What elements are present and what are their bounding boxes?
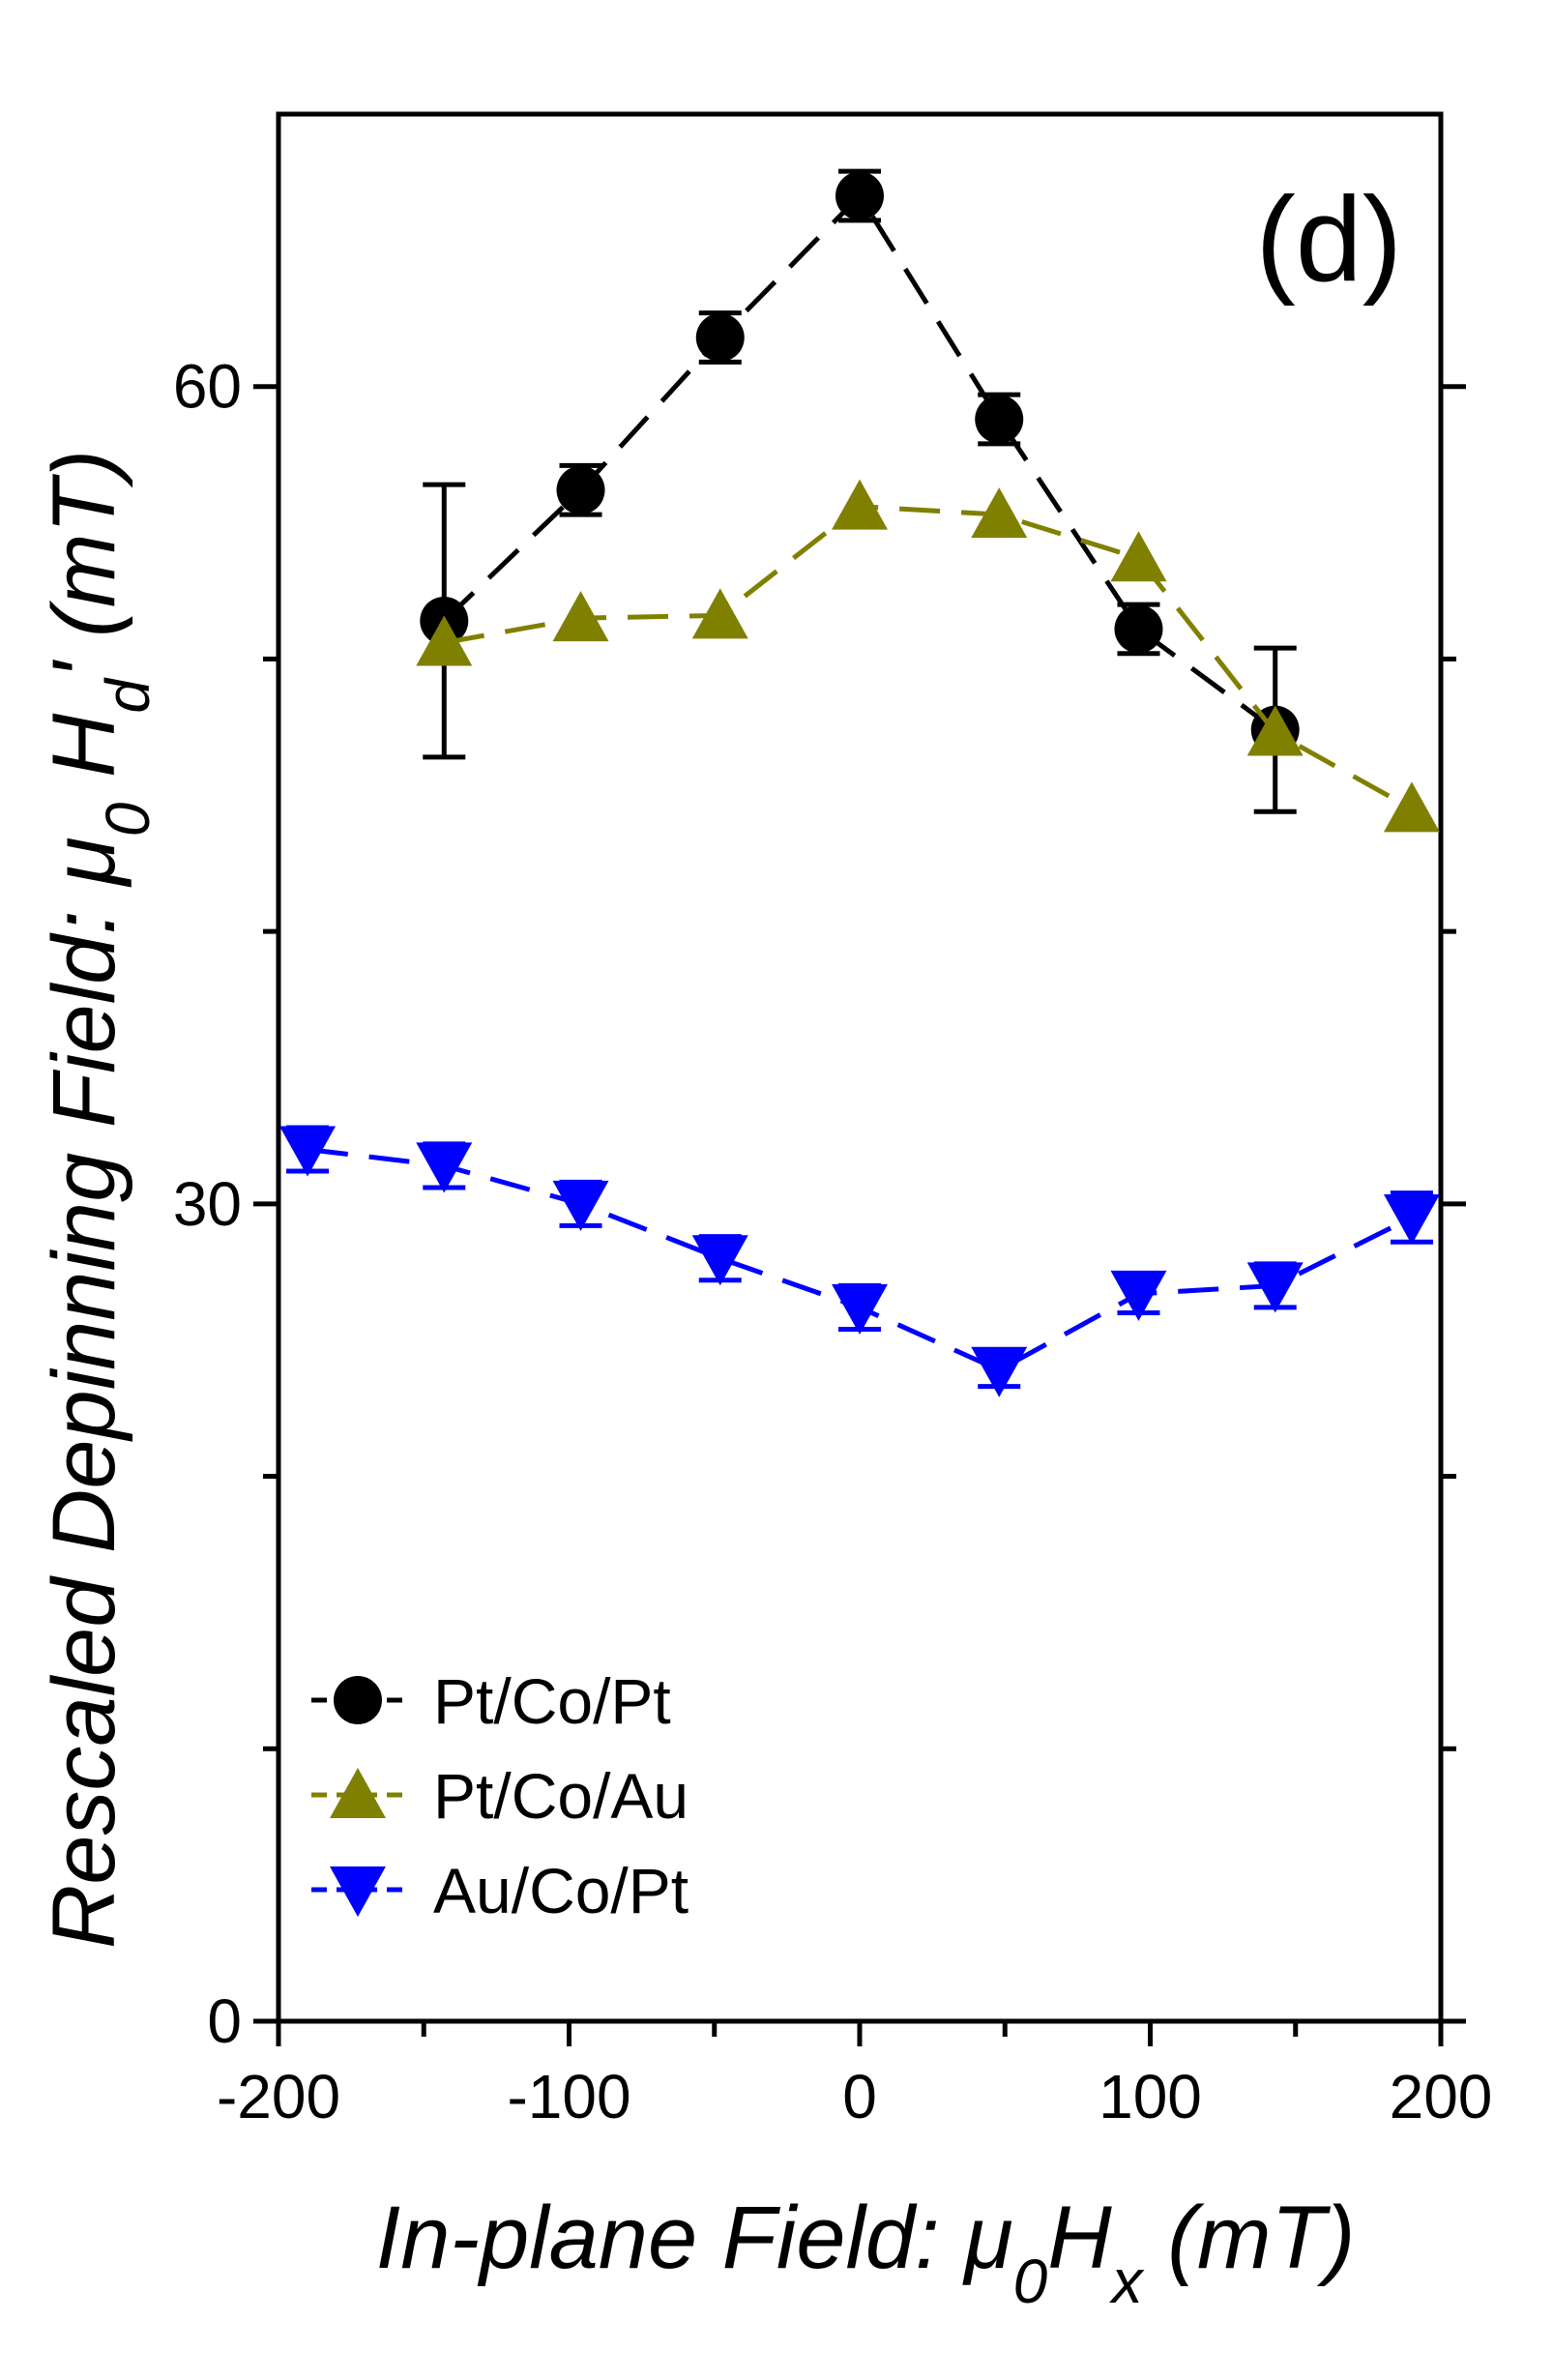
y-tick-label: 30: [173, 1169, 242, 1239]
data-point-pt-co-pt: [835, 171, 884, 220]
panel-label: (d): [1255, 173, 1402, 307]
data-point-au-co-pt: [971, 1346, 1028, 1397]
x-tick-label: 0: [842, 2062, 877, 2131]
data-point-pt-co-au: [416, 615, 473, 666]
data-point-pt-co-au: [971, 487, 1028, 539]
series-layer: [279, 168, 1440, 1397]
x-tick-label: 200: [1390, 2062, 1493, 2131]
data-point-pt-co-pt: [556, 465, 605, 514]
legend-label-pt-co-pt: Pt/Co/Pt: [433, 1665, 671, 1737]
legend-marker-pt-co-pt: [334, 1676, 382, 1724]
series-line-pt-co-au: [443, 504, 1414, 811]
series-line-au-co-pt: [307, 1147, 1414, 1373]
data-point-au-co-pt: [1246, 1262, 1304, 1313]
legend-label-au-co-pt: Au/Co/Pt: [433, 1855, 689, 1926]
data-point-au-co-pt: [1110, 1270, 1167, 1321]
data-point-pt-co-au: [1110, 531, 1167, 582]
data-point-au-co-pt: [832, 1283, 888, 1335]
y-axis-title: Rescaled Depinning Field: μ0 Hd' (mT): [35, 450, 162, 1949]
data-point-au-co-pt: [552, 1180, 609, 1231]
data-point-au-co-pt: [1383, 1193, 1440, 1245]
y-tick-label: 0: [207, 1986, 242, 2056]
data-point-pt-co-pt: [1114, 604, 1163, 654]
y-tick-label: 60: [173, 352, 242, 422]
x-tick-label: 100: [1099, 2062, 1202, 2131]
x-tick-label: -100: [507, 2062, 630, 2131]
data-point-pt-co-au: [691, 588, 748, 639]
data-point-pt-co-au: [552, 591, 609, 642]
legend-marker-pt-co-au: [330, 1768, 386, 1818]
data-point-au-co-pt: [691, 1235, 748, 1286]
data-point-pt-co-pt: [695, 313, 745, 363]
x-tick-label: -200: [217, 2062, 340, 2131]
legend-marker-au-co-pt: [330, 1866, 386, 1917]
data-point-pt-co-pt: [975, 395, 1024, 444]
data-point-pt-co-au: [1246, 705, 1304, 756]
legend-label-pt-co-au: Pt/Co/Au: [433, 1760, 689, 1832]
data-point-au-co-pt: [279, 1126, 337, 1177]
data-point-pt-co-au: [1383, 781, 1440, 833]
x-axis-title: In-plane Field: μ0Hx (mT): [376, 2189, 1356, 2316]
legend: Pt/Co/Pt Pt/Co/Au Au/Co/Pt: [311, 1665, 689, 1926]
data-point-pt-co-au: [832, 479, 888, 530]
axes-layer: -200 -100 0 100 200 0 30 60: [173, 111, 1493, 2131]
data-point-au-co-pt: [416, 1142, 473, 1193]
